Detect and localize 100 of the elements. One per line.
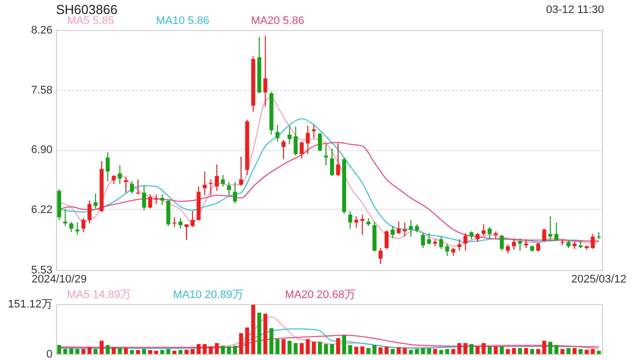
y-tick-label: 6.22	[31, 204, 52, 216]
candlestick	[518, 238, 522, 252]
candlestick	[354, 216, 358, 228]
bar	[251, 304, 256, 354]
bar	[439, 350, 444, 354]
candlestick	[457, 238, 462, 252]
candlestick	[94, 193, 98, 209]
text: MA20 20.68万	[285, 288, 356, 301]
bar	[239, 333, 244, 354]
candlestick	[172, 216, 176, 228]
candlestick	[63, 208, 68, 227]
bar	[172, 350, 176, 354]
bar	[476, 346, 480, 354]
candlestick	[488, 226, 492, 239]
candlestick	[148, 194, 152, 209]
bar	[94, 349, 98, 354]
candlestick	[69, 221, 74, 233]
candlestick	[233, 182, 237, 204]
candlestick	[427, 232, 432, 246]
bar	[408, 350, 413, 354]
text: MA5 5.85	[67, 14, 114, 27]
candlestick	[288, 125, 292, 145]
bar	[445, 349, 450, 354]
candlestick	[282, 139, 286, 160]
bar	[342, 335, 346, 354]
bar	[263, 314, 268, 354]
candlestick	[348, 210, 352, 230]
candlestick	[184, 224, 188, 241]
bar	[57, 345, 62, 354]
bar	[282, 339, 286, 354]
bar	[178, 350, 182, 354]
y-tick-label: 0	[46, 348, 52, 360]
x-tick-label: 2025/03/12	[571, 274, 626, 286]
bar	[366, 348, 370, 354]
bar	[336, 338, 340, 354]
candlestick	[439, 236, 444, 250]
bar	[500, 346, 504, 354]
candlestick	[239, 156, 244, 186]
candlestick	[88, 200, 92, 224]
candlestick	[178, 218, 182, 230]
candlestick	[336, 142, 340, 176]
candlestick	[324, 144, 328, 166]
bar	[596, 350, 601, 354]
bar	[294, 343, 298, 354]
candlestick	[202, 171, 207, 196]
bar	[124, 348, 128, 354]
bar	[196, 344, 201, 354]
candlestick	[378, 248, 383, 264]
candlestick	[500, 234, 504, 252]
bar	[536, 349, 540, 354]
bar	[457, 343, 462, 354]
bar	[451, 349, 456, 354]
bar	[118, 348, 122, 354]
bar	[421, 348, 425, 354]
y-tick-label: 8.26	[31, 24, 52, 36]
bar	[312, 342, 316, 354]
candlestick	[512, 238, 516, 250]
bar	[190, 349, 195, 354]
text: 03-12 11:30	[546, 4, 604, 16]
candlestick	[463, 232, 468, 252]
candlestick	[130, 180, 134, 194]
bar	[106, 345, 110, 354]
bar	[566, 348, 570, 354]
bar	[482, 343, 486, 354]
bar	[214, 343, 219, 354]
candlestick	[226, 182, 231, 196]
bar	[318, 342, 322, 354]
candlestick	[384, 230, 389, 250]
candlestick	[208, 178, 213, 196]
bar	[324, 344, 328, 354]
bar	[372, 345, 376, 354]
bar	[148, 350, 152, 354]
bar	[275, 339, 280, 354]
candlestick	[136, 178, 140, 195]
bar	[584, 350, 589, 354]
candlestick	[360, 214, 364, 236]
bar	[88, 347, 92, 354]
bar	[166, 349, 170, 354]
bar	[554, 345, 558, 354]
y-tick-label: 7.58	[31, 84, 52, 96]
bar	[560, 349, 564, 354]
candlestick	[548, 216, 552, 241]
bar	[245, 328, 250, 354]
candlestick	[482, 224, 486, 236]
bar	[590, 349, 595, 354]
bar	[63, 349, 68, 354]
bar	[360, 346, 364, 354]
line-series	[58, 334, 600, 348]
bar	[69, 348, 74, 354]
bar	[233, 346, 237, 354]
candlestick	[396, 221, 401, 234]
y-tick-label: 6.90	[31, 144, 52, 156]
bar	[572, 348, 577, 354]
bar	[578, 349, 583, 354]
bar	[100, 340, 104, 354]
candlestick	[390, 226, 395, 239]
bar	[530, 349, 534, 354]
candlestick	[318, 132, 322, 152]
candlestick	[142, 185, 146, 211]
bar	[202, 344, 207, 354]
